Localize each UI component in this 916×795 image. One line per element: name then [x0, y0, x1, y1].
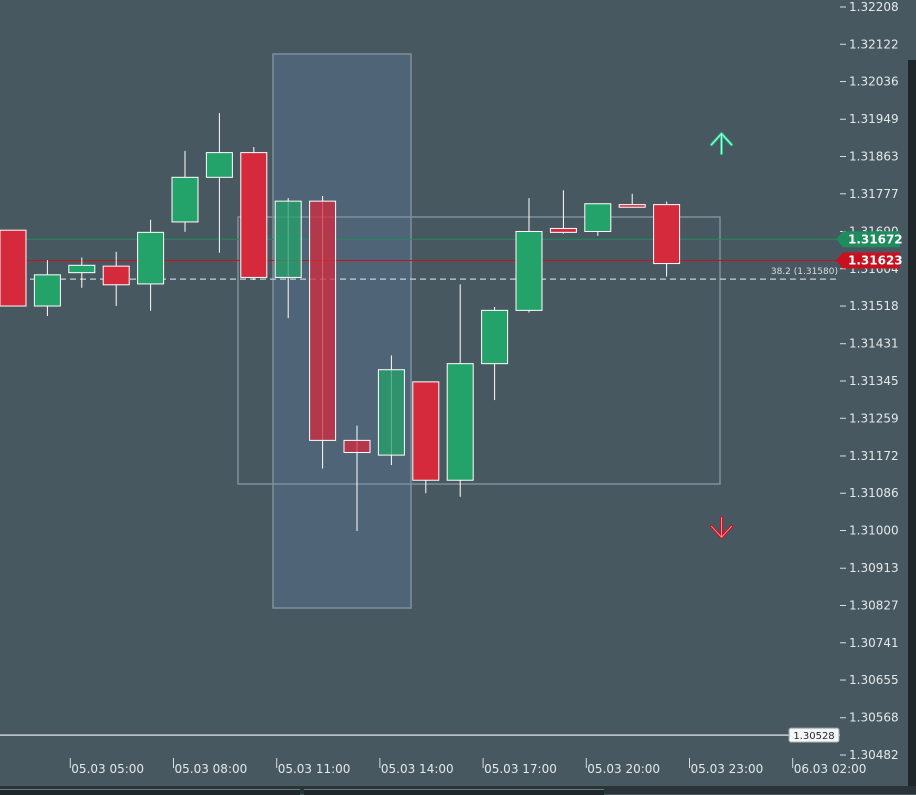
y-tick-label: 1.31777 — [849, 187, 899, 201]
arrow-up-icon-highlight — [711, 133, 732, 155]
price-tags: 1.31672 1.31623 1.30528 — [788, 231, 903, 743]
candle-body — [412, 381, 440, 481]
price-tag-label: 1.31672 — [848, 232, 903, 246]
candle-body — [171, 176, 199, 223]
x-tick-label: 05.03 20:00 — [587, 762, 660, 776]
candle-body — [309, 200, 337, 441]
candle[interactable] — [68, 257, 96, 288]
candle[interactable] — [0, 229, 27, 307]
candle[interactable] — [446, 284, 474, 497]
x-tick-label: 05.03 08:00 — [175, 762, 248, 776]
candle[interactable] — [584, 203, 612, 236]
x-tick-label: 05.03 17:00 — [484, 762, 557, 776]
y-tick-label: 1.32036 — [849, 75, 899, 89]
bottom-tab-middle[interactable] — [304, 789, 604, 795]
candle[interactable] — [653, 201, 681, 277]
y-tick-label: 1.31345 — [849, 374, 899, 388]
y-tick-label: 1.31259 — [849, 411, 899, 425]
candle-body — [618, 204, 646, 208]
candle[interactable] — [274, 198, 302, 319]
y-axis[interactable]: 1.32208 1.32122 1.32036 1.31949 1.31863 1.317… — [840, 0, 899, 762]
candle-body — [68, 264, 96, 274]
x-tick-label: 05.03 11:00 — [278, 762, 351, 776]
y-tick-label: 1.32122 — [849, 37, 899, 51]
candle[interactable] — [618, 193, 646, 208]
x-tick-label: 05.03 05:00 — [71, 762, 144, 776]
candle[interactable] — [240, 146, 268, 281]
y-tick-label: 1.31172 — [849, 449, 899, 463]
bottom-line-label: 1.30528 — [793, 731, 834, 742]
candle-body — [102, 265, 130, 286]
price-tag-label: 1.31623 — [848, 254, 903, 268]
signal-markers — [710, 132, 733, 539]
arrow-down-icon-highlight — [711, 516, 732, 538]
x-axis[interactable]: 05.03 05:00 05.03 08:00 05.03 11:00 05.03 1… — [69, 758, 867, 776]
right-scroll-edge[interactable] — [908, 60, 916, 794]
fib-level-label: 38.2 (1.31580) — [771, 267, 838, 277]
candle-body — [205, 152, 233, 178]
candle-body — [343, 439, 371, 454]
bottom-tab-left[interactable] — [0, 789, 300, 795]
candle[interactable] — [343, 425, 371, 531]
candle-body — [240, 152, 268, 278]
candle-body — [584, 203, 612, 232]
y-tick-label: 1.30741 — [849, 636, 899, 650]
y-tick-label: 1.30568 — [849, 711, 899, 725]
drawing-zones — [237, 53, 721, 609]
candle[interactable] — [515, 198, 543, 313]
candle[interactable] — [481, 306, 509, 401]
candle-body — [274, 200, 302, 278]
candle-body — [137, 231, 165, 285]
y-tick-label: 1.31431 — [849, 337, 899, 351]
candle[interactable] — [102, 251, 130, 307]
y-tick-label: 1.31949 — [849, 112, 899, 126]
y-tick-label: 1.30655 — [849, 673, 899, 687]
candle-body — [0, 229, 27, 307]
y-tick-label: 1.31086 — [849, 486, 899, 500]
price-tag — [836, 252, 900, 269]
candles-layer — [0, 113, 681, 531]
y-tick-label: 1.30482 — [849, 748, 899, 762]
candle[interactable] — [549, 190, 577, 234]
x-tick-label: 05.03 14:00 — [381, 762, 454, 776]
candle[interactable] — [33, 260, 61, 316]
x-tick-label: 05.03 23:00 — [691, 762, 764, 776]
candle[interactable] — [137, 219, 165, 311]
candle-body — [446, 363, 474, 481]
candle[interactable] — [205, 113, 233, 253]
y-tick-label: 1.31863 — [849, 150, 899, 164]
candle-body — [481, 309, 509, 365]
candle-body — [33, 274, 61, 307]
vertical-zone-rect[interactable] — [272, 53, 412, 609]
x-tick-label: 06.03 02:00 — [794, 762, 867, 776]
y-tick-label: 1.30827 — [849, 598, 899, 612]
candle[interactable] — [377, 355, 405, 466]
bottom-line-label-box — [788, 727, 840, 743]
candle-body — [653, 204, 681, 265]
candle-body — [549, 227, 577, 233]
candle[interactable] — [309, 195, 337, 469]
y-tick-label: 1.30913 — [849, 561, 899, 575]
y-tick-label: 1.32208 — [849, 0, 899, 14]
price-tag — [836, 231, 900, 248]
candle-body — [377, 369, 405, 456]
y-tick-label: 1.31518 — [849, 299, 899, 313]
y-tick-label: 1.31000 — [849, 524, 899, 538]
candle-body — [515, 230, 543, 311]
candle[interactable] — [171, 150, 199, 232]
range-box-rect[interactable] — [237, 216, 721, 485]
horizontal-lines: 38.2 (1.31580) — [0, 238, 840, 736]
candle[interactable] — [412, 381, 440, 494]
